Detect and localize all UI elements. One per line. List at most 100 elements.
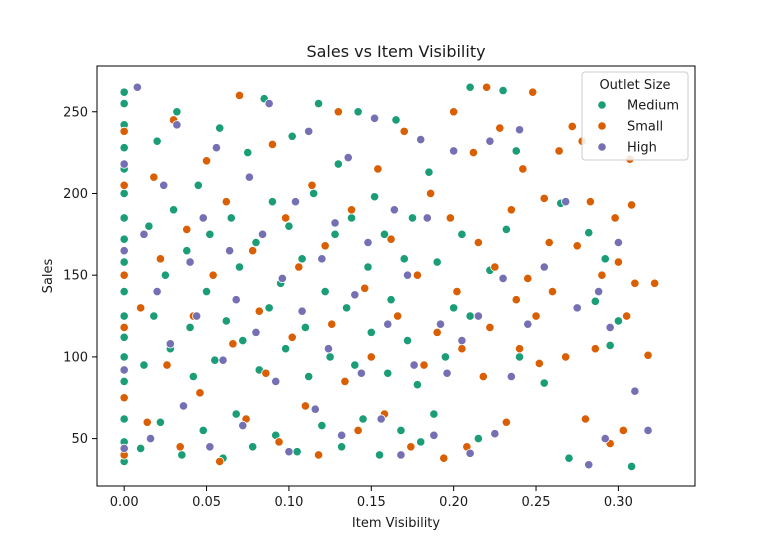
data-point — [468, 148, 479, 158]
data-point — [175, 442, 185, 452]
data-point — [119, 98, 129, 109]
data-point — [449, 146, 459, 156]
data-point — [369, 192, 380, 202]
data-point — [337, 430, 347, 440]
data-point — [218, 355, 228, 365]
data-point — [539, 193, 549, 203]
data-point — [323, 344, 334, 354]
legend: Outlet Size Medium Small High — [581, 71, 689, 161]
data-point — [208, 270, 218, 280]
data-point — [188, 371, 198, 382]
data-point — [495, 123, 505, 133]
data-point — [292, 447, 302, 457]
data-point — [613, 257, 624, 267]
data-point — [356, 368, 366, 378]
data-point — [439, 453, 449, 463]
data-point — [374, 450, 385, 460]
data-point — [350, 290, 360, 300]
y-axis-label: Sales — [41, 258, 56, 293]
data-point — [243, 148, 253, 158]
data-point — [523, 273, 533, 284]
data-point — [182, 246, 192, 256]
data-point — [119, 365, 129, 375]
data-point — [506, 371, 516, 382]
data-point — [201, 156, 212, 166]
data-point — [119, 257, 129, 267]
data-point — [498, 273, 508, 284]
data-point — [358, 414, 368, 424]
data-point — [119, 286, 129, 297]
data-point — [307, 180, 317, 190]
data-point — [152, 286, 162, 297]
series-high — [119, 82, 653, 470]
data-point — [610, 213, 620, 223]
data-point — [201, 286, 212, 297]
data-point — [402, 270, 413, 280]
data-point — [539, 262, 549, 272]
data-point — [605, 340, 615, 351]
data-point — [119, 234, 129, 244]
data-point — [613, 316, 624, 326]
data-point — [518, 164, 528, 174]
data-point — [254, 306, 264, 316]
data-point — [165, 339, 175, 349]
data-point — [159, 180, 169, 190]
data-point — [424, 167, 434, 177]
data-point — [393, 311, 403, 321]
data-point — [172, 120, 182, 130]
data-point — [416, 134, 426, 145]
data-point — [149, 172, 159, 182]
data-point — [294, 262, 304, 272]
series-small — [119, 82, 660, 467]
data-point — [473, 237, 483, 248]
data-point — [136, 303, 146, 313]
data-point — [600, 254, 610, 264]
data-point — [304, 371, 314, 382]
data-point — [353, 425, 363, 436]
data-point — [300, 401, 310, 411]
data-point — [309, 188, 319, 199]
data-point — [139, 360, 149, 370]
data-point — [228, 339, 238, 349]
legend-entries: Medium Small High — [597, 99, 679, 156]
data-point — [386, 234, 396, 244]
data-point — [457, 335, 467, 346]
data-point — [178, 401, 189, 411]
data-point — [221, 197, 231, 207]
data-point — [215, 123, 225, 133]
data-point — [211, 143, 222, 153]
data-point — [132, 82, 142, 92]
data-point — [482, 82, 492, 92]
data-point — [226, 213, 236, 223]
data-point — [330, 229, 340, 239]
data-point — [534, 358, 544, 369]
x-tick-label: 0.05 — [192, 495, 221, 510]
data-point — [119, 126, 129, 136]
data-point — [490, 262, 500, 272]
data-point — [267, 139, 278, 150]
data-point — [281, 213, 291, 223]
x-tick-label: 0.15 — [357, 495, 386, 510]
data-point — [554, 146, 564, 156]
data-point — [119, 443, 129, 454]
data-point — [119, 352, 129, 362]
data-point — [327, 319, 337, 329]
data-point — [465, 311, 475, 321]
data-point — [590, 296, 600, 306]
data-point — [320, 241, 330, 251]
data-point — [297, 306, 307, 316]
data-point — [198, 425, 208, 436]
data-point — [313, 98, 324, 109]
data-point — [373, 164, 383, 174]
data-point — [416, 437, 426, 447]
data-point — [514, 344, 525, 354]
data-point — [369, 113, 380, 123]
data-point — [244, 172, 254, 182]
data-point — [626, 461, 637, 471]
data-point — [449, 107, 459, 117]
data-point — [432, 257, 442, 267]
data-point — [300, 322, 310, 333]
data-point — [429, 430, 439, 440]
data-point — [511, 146, 521, 156]
data-point — [234, 262, 245, 272]
